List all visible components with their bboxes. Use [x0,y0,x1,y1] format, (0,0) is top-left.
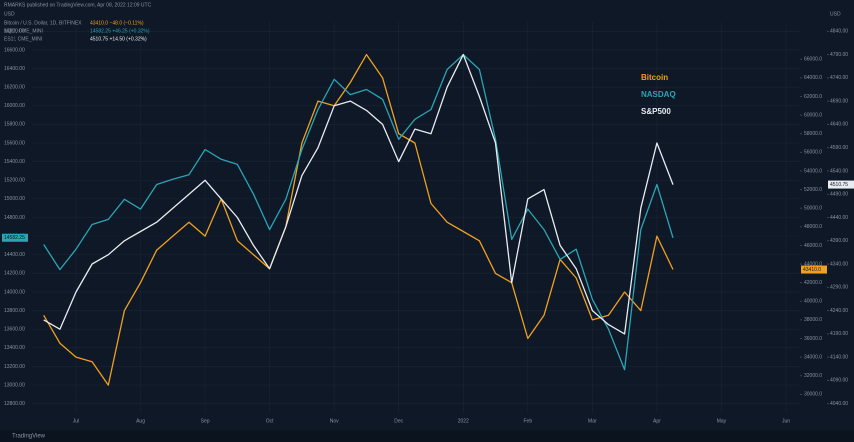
y2-tick-label: 46000.0 [804,243,822,249]
y-tick-label: 13200.00 [4,364,25,370]
y3-tick-label: 4490.00 [830,192,848,198]
y3-tick-label: 4140.00 [830,354,848,360]
y-tick-label: 13000.00 [4,382,25,388]
x-tick-label: 2022 [458,418,469,424]
y3-tick-label: 4240.00 [830,308,848,314]
y3-tick-label: 4740.00 [830,75,848,81]
y-tick-label: 14200.00 [4,271,25,277]
series-quote: 4510.75 +14.50 (+0.32%) [90,36,147,42]
legend-label: S&P500 [641,107,671,116]
source-note: RMARKS published on TradingView.com, Apr… [4,2,152,8]
y3-tick-label: 4040.00 [830,401,848,407]
x-tick-label: Feb [524,418,533,424]
y2-tick-label: 38000.0 [804,317,822,323]
x-tick-label: Dec [394,418,403,424]
y2-tick-label: 52000.0 [804,187,822,193]
y2-tick-label: 58000.0 [804,131,822,137]
price-tag [801,265,827,274]
price-tag [2,233,28,242]
y3-tick-label: 4190.00 [830,331,848,337]
y2-tick-label: 40000.0 [804,299,822,305]
y-tick-label: 16400.00 [4,66,25,72]
y-tick-label: 15200.00 [4,178,25,184]
legend-label: Bitcoin [641,73,668,82]
y-tick-label: 14800.00 [4,215,25,221]
y2-tick-label: 54000.0 [804,168,822,174]
y-tick-label: 13600.00 [4,327,25,333]
y-tick-label: 13400.00 [4,345,25,351]
x-tick-label: Oct [266,418,274,424]
y3-tick-label: 4690.00 [830,98,848,104]
y2-tick-label: 42000.0 [804,280,822,286]
y-tick-label: 14000.00 [4,289,25,295]
y2-tick-label: 60000.0 [804,112,822,118]
axis-unit: USD [4,11,15,17]
series-line [43,53,674,335]
series-symbol: Bitcoin / U.S. Dollar, 1D, BITFINEX [4,20,82,26]
y-tick-label: 16200.00 [4,84,25,90]
y2-tick-label: 48000.0 [804,224,822,230]
x-tick-label: Sep [201,418,210,424]
price-tag-label: 14582.25 [4,235,25,241]
series-symbol: ES1!, CME_MINI [4,36,42,42]
y-tick-label: 15000.00 [4,196,25,202]
x-tick-label: Mar [588,418,597,424]
series-symbol: NQ1!, CME_MINI [4,28,43,34]
y-tick-label: 16600.00 [4,47,25,53]
x-tick-label: Nov [330,418,339,424]
x-tick-label: Jun [782,418,790,424]
y3-tick-label: 4090.00 [830,378,848,384]
series-line [43,53,674,371]
footer-brand: TradingView [12,434,46,440]
y3-tick-label: 4390.00 [830,238,848,244]
y2-tick-label: 64000.0 [804,75,822,81]
price-tag [828,180,854,189]
y-tick-label: 13800.00 [4,308,25,314]
y-tick-label: 14400.00 [4,252,25,258]
series-quote: 14582.25 +46.25 (+0.32%) [90,28,150,34]
y-tick-label: 12800.00 [4,401,25,407]
y3-tick-label: 4540.00 [830,168,848,174]
legend-label: NASDAQ [641,90,676,99]
y3-tick-label: 4340.00 [830,261,848,267]
y2-tick-label: 30000.0 [804,392,822,398]
axis-unit: USD [830,11,841,17]
price-tag-label: 43410.0 [803,267,821,273]
y3-tick-label: 4290.00 [830,285,848,291]
y2-tick-label: 34000.0 [804,354,822,360]
y-tick-label: 15400.00 [4,159,25,165]
y2-tick-label: 50000.0 [804,206,822,212]
series-quote: 43410.0 −48.0 (−0.11%) [90,20,144,26]
y2-tick-label: 62000.0 [804,94,822,100]
y-tick-label: 15600.00 [4,140,25,146]
price-tag-label: 4510.75 [830,182,848,188]
x-tick-label: Apr [653,418,661,424]
y3-tick-label: 4440.00 [830,215,848,221]
y-tick-label: 16000.00 [4,103,25,109]
y3-tick-label: 4790.00 [830,52,848,58]
footer-bar [0,430,854,442]
x-tick-label: Aug [136,418,145,424]
y-tick-label: 15800.00 [4,122,25,128]
y2-tick-label: 56000.0 [804,150,822,156]
y2-tick-label: 36000.0 [804,336,822,342]
y2-tick-label: 66000.0 [804,57,822,63]
series-line [43,53,674,386]
y3-tick-label: 4640.00 [830,122,848,128]
y-tick-label: 16800.00 [4,29,25,35]
y2-tick-label: 44000.0 [804,261,822,267]
x-tick-label: May [717,418,727,424]
y3-tick-label: 4840.00 [830,29,848,35]
x-tick-label: Jul [73,418,79,424]
y2-tick-label: 32000.0 [804,373,822,379]
y3-tick-label: 4590.00 [830,145,848,151]
